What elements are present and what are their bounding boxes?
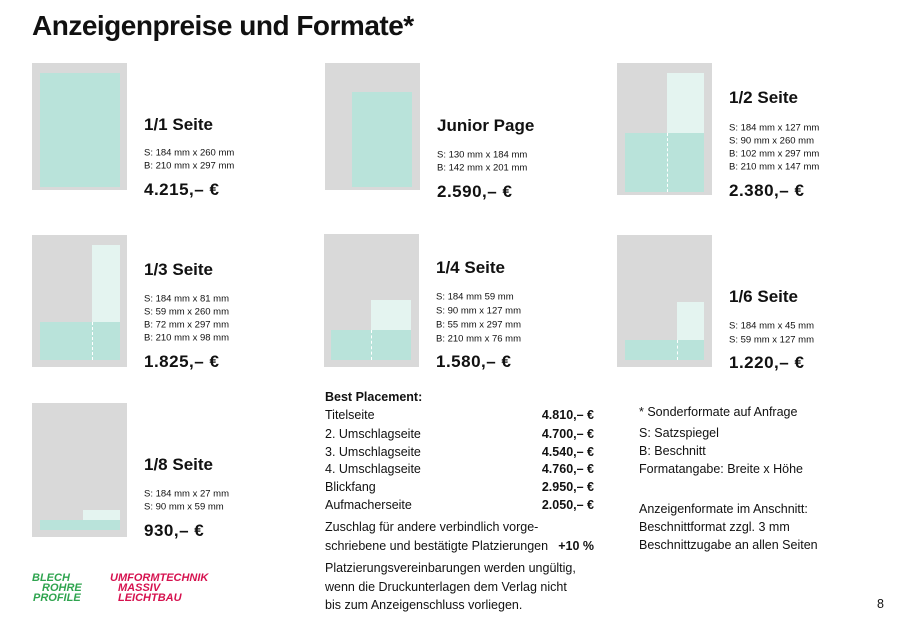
format-area	[92, 245, 120, 322]
format-name: 1/6 Seite	[729, 287, 798, 306]
format-area	[40, 322, 120, 360]
surcharge-text: Zuschlag für andere verbindlich vorge-	[325, 520, 539, 534]
placement-label: Aufmacherseite	[325, 498, 412, 512]
format-size: B: 55 mm x 297 mm	[436, 319, 521, 331]
placement-price: 2.050,– €	[541, 498, 594, 512]
format-size: S: 59 mm x 260 mm	[144, 306, 229, 318]
note: Anzeigenformate im Anschnitt:	[639, 502, 808, 516]
format-name: Junior Page	[437, 116, 535, 135]
format-price: 930,– €	[144, 521, 205, 540]
placement-label: 4. Umschlagseite	[325, 462, 421, 476]
logo-text: UMFORMTECHNIK	[110, 572, 209, 584]
placement-note: wenn die Druckunterlagen dem Verlag nich…	[325, 580, 567, 594]
format-size: B: 210 mm x 98 mm	[144, 332, 229, 344]
format-price: 1.825,– €	[144, 352, 220, 371]
placement-label: Blickfang	[325, 480, 376, 494]
format-size: S: 184 mm x 260 mm	[144, 147, 235, 159]
note: Beschnittzugabe an allen Seiten	[639, 538, 818, 552]
placement-price: 4.760,– €	[541, 462, 594, 476]
format-size: S: 184 mm x 27 mm	[144, 488, 229, 500]
surcharge-text: schriebene und bestätigte Platzierungen	[325, 539, 549, 553]
dashed-line	[371, 330, 373, 360]
logo-text: LEICHTBAU	[118, 592, 182, 604]
placement-note: bis zum Anzeigenschluss vorliegen.	[325, 598, 523, 612]
format-name: 1/4 Seite	[436, 258, 505, 277]
format-size: S: 184 mm 59 mm	[436, 291, 514, 303]
format-name: 1/2 Seite	[729, 88, 798, 107]
format-area	[667, 73, 704, 133]
note: Formatangabe: Breite x Höhe	[639, 462, 803, 476]
format-area	[40, 73, 120, 187]
format-size: B: 72 mm x 297 mm	[144, 319, 229, 331]
placement-label: Titelseite	[325, 408, 375, 422]
format-area	[83, 510, 120, 520]
format-size: B: 102 mm x 297 mm	[729, 148, 820, 160]
format-price: 1.580,– €	[436, 352, 512, 371]
format-area	[371, 300, 411, 330]
note: S: Satzspiegel	[639, 426, 719, 440]
page-number: 8	[877, 597, 884, 611]
dashed-line	[677, 340, 679, 360]
format-size: S: 184 mm x 81 mm	[144, 293, 229, 305]
page-title: Anzeigenpreise und Formate*	[32, 10, 414, 41]
placement-label: 2. Umschlagseite	[325, 427, 421, 441]
format-size: S: 184 mm x 127 mm	[729, 122, 820, 134]
format-price: 2.590,– €	[437, 182, 513, 201]
placement-heading: Best Placement:	[325, 390, 423, 404]
format-name: 1/1 Seite	[144, 115, 213, 134]
note: Beschnittformat zzgl. 3 mm	[639, 520, 790, 534]
logo-text: PROFILE	[33, 592, 81, 604]
format-price: 4.215,– €	[144, 180, 220, 199]
format-size: S: 184 mm x 45 mm	[729, 320, 814, 332]
format-size: S: 59 mm x 127 mm	[729, 334, 814, 346]
dashed-line	[92, 322, 94, 360]
note: * Sonderformate auf Anfrage	[639, 405, 798, 419]
format-price: 1.220,– €	[729, 353, 805, 372]
format-price: 2.380,– €	[729, 181, 805, 200]
format-area	[40, 520, 120, 530]
placement-price: 4.700,– €	[541, 427, 594, 441]
format-size: B: 210 mm x 147 mm	[729, 161, 820, 173]
format-size: S: 90 mm x 260 mm	[729, 135, 814, 147]
logo-text: MASSIV	[118, 582, 161, 594]
format-size: B: 210 mm x 297 mm	[144, 160, 235, 172]
format-size: S: 90 mm x 127 mm	[436, 305, 521, 317]
logo-text: ROHRE	[42, 582, 82, 594]
placement-label: 3. Umschlagseite	[325, 445, 421, 459]
format-area	[352, 92, 412, 187]
surcharge-value: +10 %	[558, 539, 594, 553]
placement-price: 2.950,– €	[541, 480, 594, 494]
format-size: B: 210 mm x 76 mm	[436, 333, 521, 345]
placement-price: 4.810,– €	[541, 408, 594, 422]
logo-text: BLECH	[32, 572, 70, 584]
format-size: S: 90 mm x 59 mm	[144, 501, 224, 513]
format-size: B: 142 mm x 201 mm	[437, 162, 528, 174]
note: B: Beschnitt	[639, 444, 706, 458]
format-area	[625, 133, 704, 192]
format-name: 1/3 Seite	[144, 260, 213, 279]
placement-note: Platzierungsvereinbarungen werden ungült…	[325, 561, 576, 575]
dashed-line	[667, 133, 669, 192]
placement-price: 4.540,– €	[541, 445, 594, 459]
format-area	[677, 302, 704, 340]
format-size: S: 130 mm x 184 mm	[437, 149, 528, 161]
format-area	[625, 340, 704, 360]
format-name: 1/8 Seite	[144, 455, 213, 474]
